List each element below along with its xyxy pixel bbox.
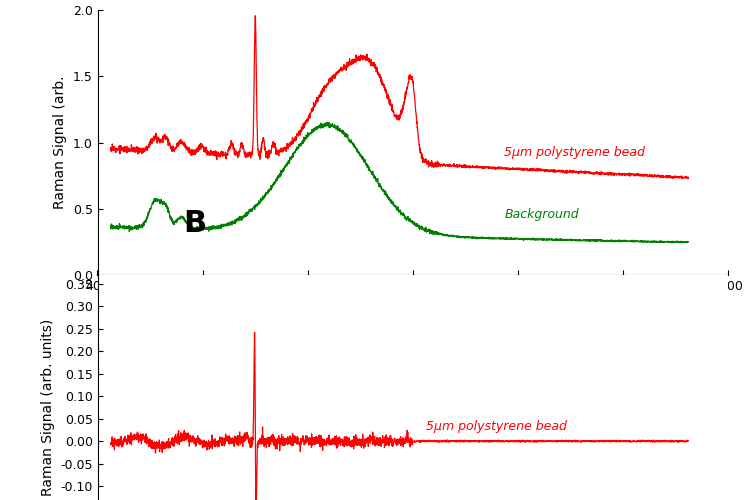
Y-axis label: Raman Signal (arb. units): Raman Signal (arb. units) [40, 319, 55, 496]
Y-axis label: Raman Signal (arb.: Raman Signal (arb. [53, 76, 67, 209]
Text: B: B [184, 208, 206, 238]
Text: 5μm polystyrene bead: 5μm polystyrene bead [426, 420, 566, 433]
X-axis label: Raman Shift (cm⁻¹): Raman Shift (cm⁻¹) [345, 298, 480, 312]
Text: 5μm polystyrene bead: 5μm polystyrene bead [504, 146, 645, 159]
Text: Background: Background [504, 208, 579, 221]
